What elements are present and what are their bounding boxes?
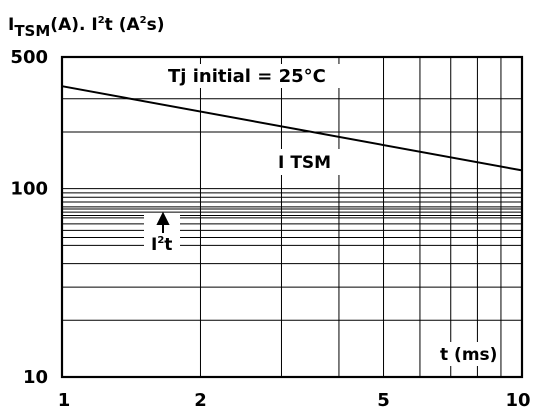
itsm-label-background bbox=[276, 149, 340, 175]
y-tick-label: 500 bbox=[10, 47, 48, 68]
y-tick-label: 10 bbox=[23, 367, 48, 388]
itsm-sub: TSM bbox=[290, 153, 331, 173]
itsm-main: I bbox=[278, 153, 284, 173]
y-tick-label: 100 bbox=[10, 179, 48, 200]
i2t-tail: t bbox=[164, 235, 172, 255]
x-tick-label: 10 bbox=[505, 390, 530, 411]
i2t-main: I bbox=[151, 235, 157, 255]
itsm-label-group: I TSM bbox=[276, 149, 340, 175]
x-axis-title: t (ms) bbox=[440, 345, 497, 365]
annotation-background bbox=[160, 64, 360, 88]
i2t-label-group: I2t bbox=[144, 211, 180, 257]
x-tick-label: 1 bbox=[58, 390, 71, 411]
y-title-sup-2: 2 bbox=[140, 15, 147, 26]
x-title-background bbox=[434, 342, 500, 366]
y-title-prefix: I bbox=[8, 15, 14, 35]
curve-layer bbox=[61, 85, 523, 172]
tick-labels: 1 2 5 10 10 100 500 bbox=[10, 47, 530, 411]
i2t-sup: 2 bbox=[157, 235, 164, 246]
y-title-unit-mid: t (A bbox=[105, 15, 141, 35]
x-tick-label: 5 bbox=[377, 390, 390, 411]
i2t-arrow bbox=[156, 211, 170, 233]
series-label-i2t: I2t bbox=[151, 235, 172, 255]
y-title-sub: TSM bbox=[14, 22, 50, 40]
plot-frame bbox=[60, 55, 524, 379]
annotation-group: Tj initial = 25°C bbox=[160, 64, 360, 88]
y-axis-title: ITSM(A). I2t (A2s) bbox=[8, 15, 165, 40]
grid-layer bbox=[62, 57, 522, 377]
y-title-unit-open: (A). I bbox=[50, 15, 97, 35]
x-title-group: t (ms) bbox=[434, 342, 500, 366]
x-tick-label: 2 bbox=[194, 390, 207, 411]
series-line-itsm bbox=[61, 85, 523, 172]
series-label-itsm: I TSM bbox=[278, 153, 331, 173]
y-title-sup-1: 2 bbox=[98, 15, 105, 26]
plot-border bbox=[60, 55, 524, 379]
y-title-unit-close: s) bbox=[147, 15, 165, 35]
annotation-text: Tj initial = 25°C bbox=[168, 66, 326, 87]
